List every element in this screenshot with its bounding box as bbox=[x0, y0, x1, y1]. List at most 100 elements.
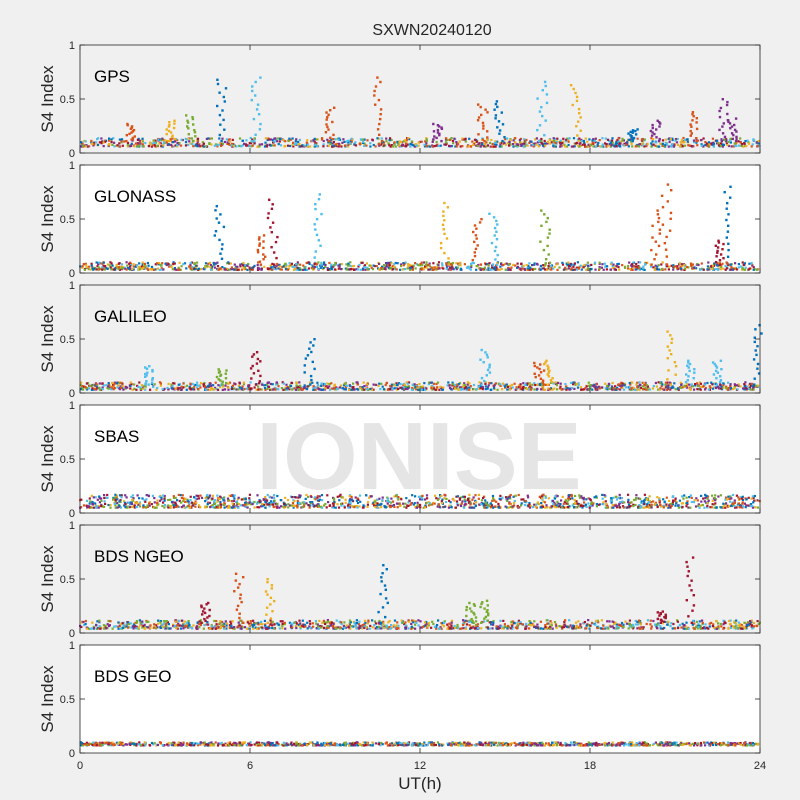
data-point bbox=[167, 498, 170, 502]
data-point bbox=[607, 382, 610, 385]
data-point bbox=[336, 388, 339, 391]
data-point bbox=[542, 144, 545, 147]
peak-point bbox=[665, 263, 669, 266]
data-point bbox=[115, 382, 118, 385]
data-point bbox=[658, 388, 661, 391]
peak-point bbox=[666, 200, 669, 203]
data-point bbox=[689, 262, 693, 265]
data-point bbox=[263, 265, 266, 268]
data-point bbox=[142, 387, 145, 390]
peak-point bbox=[473, 254, 477, 258]
data-point bbox=[445, 262, 448, 265]
data-point bbox=[608, 387, 611, 390]
data-point bbox=[578, 145, 581, 148]
peak-point bbox=[721, 125, 724, 128]
data-point bbox=[91, 266, 94, 269]
data-point bbox=[606, 384, 609, 387]
data-point bbox=[390, 501, 393, 504]
data-point bbox=[273, 137, 276, 140]
peak-point bbox=[254, 133, 257, 136]
data-point bbox=[447, 381, 450, 384]
data-point bbox=[144, 388, 147, 391]
data-point bbox=[625, 386, 628, 389]
data-point bbox=[154, 145, 157, 148]
data-point bbox=[658, 145, 661, 148]
data-point bbox=[496, 268, 499, 271]
data-point bbox=[171, 268, 174, 271]
data-point bbox=[127, 144, 130, 147]
data-point bbox=[496, 263, 499, 266]
data-point bbox=[293, 267, 296, 270]
data-point bbox=[713, 497, 716, 500]
data-point bbox=[371, 388, 374, 391]
data-point bbox=[243, 266, 247, 269]
data-point bbox=[656, 496, 659, 499]
data-point bbox=[617, 504, 621, 507]
data-point bbox=[151, 142, 154, 145]
data-point bbox=[531, 383, 534, 386]
data-point bbox=[223, 502, 226, 505]
data-point bbox=[381, 385, 384, 388]
data-point bbox=[463, 387, 466, 390]
data-point bbox=[630, 264, 633, 267]
peak-point bbox=[214, 230, 218, 233]
data-point bbox=[98, 382, 101, 385]
data-point bbox=[269, 138, 273, 141]
data-point bbox=[233, 387, 236, 390]
peak-point bbox=[325, 118, 328, 121]
data-point bbox=[110, 262, 113, 265]
peak-point bbox=[436, 128, 440, 132]
data-point bbox=[378, 262, 381, 265]
data-point bbox=[553, 265, 556, 268]
data-point bbox=[327, 144, 330, 147]
peak-point bbox=[130, 125, 134, 128]
data-point bbox=[466, 499, 469, 502]
data-point bbox=[570, 267, 573, 270]
peak-point bbox=[545, 220, 548, 224]
data-point bbox=[136, 143, 139, 146]
data-point bbox=[534, 505, 537, 508]
data-point bbox=[659, 142, 662, 145]
peak-point bbox=[687, 361, 690, 364]
peak-point bbox=[472, 230, 475, 234]
data-point bbox=[364, 268, 367, 271]
data-point bbox=[639, 261, 642, 264]
data-point bbox=[157, 263, 160, 266]
peak-point bbox=[669, 334, 672, 337]
data-point bbox=[394, 268, 397, 271]
peak-point bbox=[480, 376, 484, 380]
data-point bbox=[113, 141, 116, 144]
data-point bbox=[404, 502, 407, 505]
data-point bbox=[750, 384, 753, 387]
data-point bbox=[550, 268, 553, 271]
data-point bbox=[700, 504, 703, 507]
data-point bbox=[236, 265, 239, 268]
data-point bbox=[565, 502, 568, 505]
peak-point bbox=[668, 349, 671, 352]
peak-point bbox=[533, 372, 536, 375]
data-point bbox=[172, 506, 175, 509]
data-point bbox=[471, 506, 474, 509]
data-point bbox=[389, 137, 392, 140]
data-point bbox=[570, 263, 573, 266]
data-point bbox=[686, 501, 689, 505]
data-point bbox=[428, 262, 431, 265]
peak-point bbox=[326, 125, 329, 129]
data-point bbox=[578, 137, 581, 140]
data-point bbox=[328, 261, 331, 265]
peak-point bbox=[219, 213, 222, 216]
data-point bbox=[688, 496, 691, 499]
data-point bbox=[420, 388, 423, 391]
data-point bbox=[380, 382, 383, 385]
peak-point bbox=[473, 240, 476, 244]
data-point bbox=[595, 496, 598, 499]
data-point bbox=[637, 267, 640, 270]
data-point bbox=[587, 497, 590, 500]
data-point bbox=[462, 385, 465, 388]
data-point bbox=[597, 141, 600, 144]
data-point bbox=[98, 268, 101, 271]
data-point bbox=[592, 502, 595, 505]
data-point bbox=[126, 386, 129, 389]
data-point bbox=[674, 139, 677, 142]
data-point bbox=[220, 268, 223, 271]
